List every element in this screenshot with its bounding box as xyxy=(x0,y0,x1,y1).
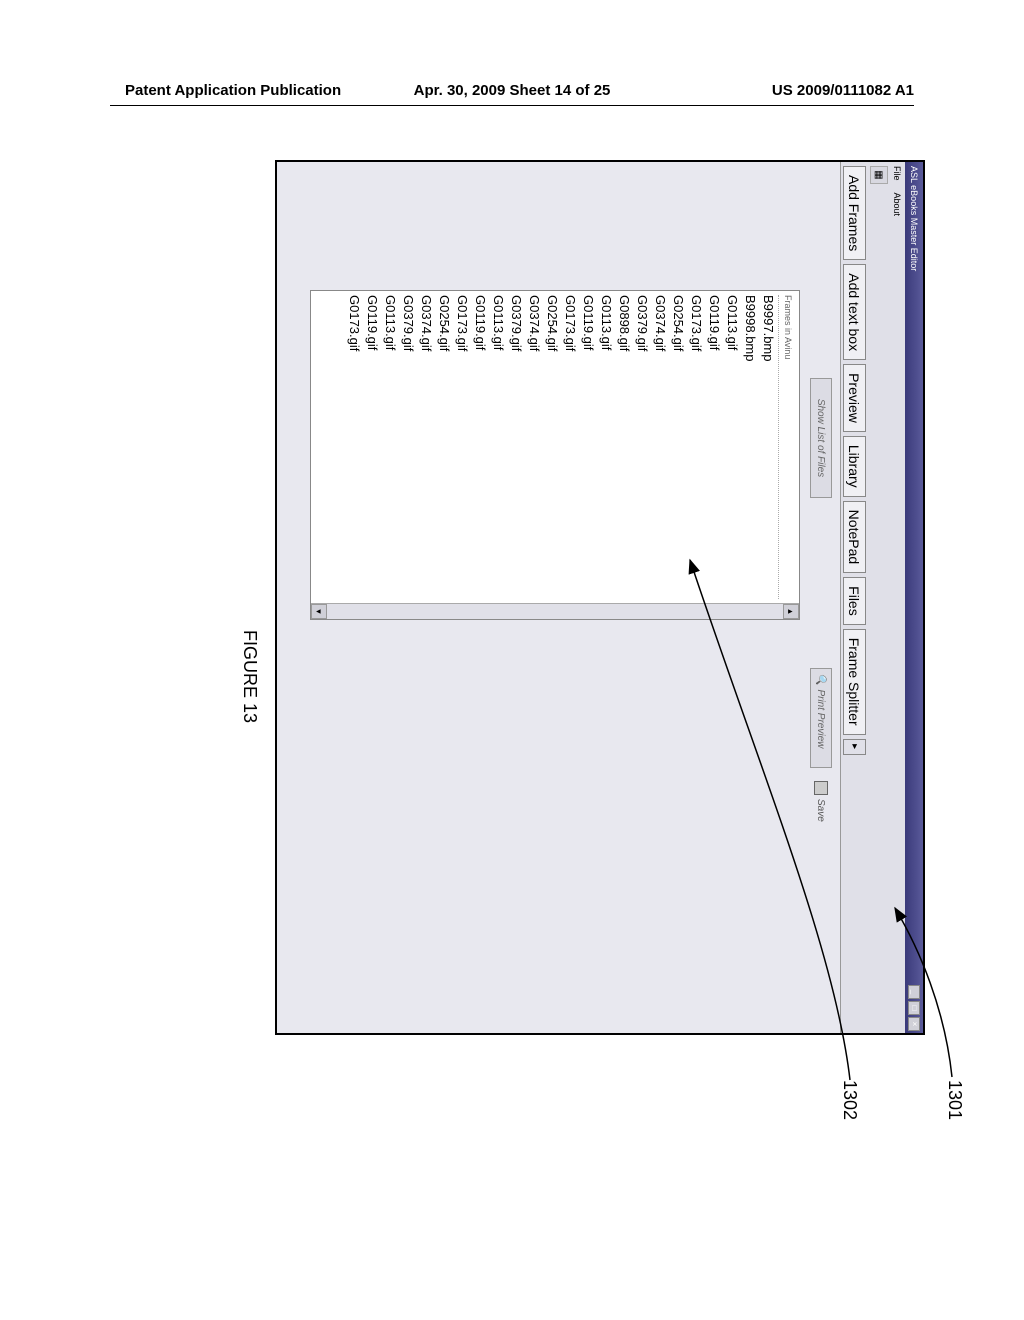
scrollbar[interactable]: ▴ ▾ xyxy=(311,603,799,619)
figure-caption: FIGURE 13 xyxy=(239,630,260,723)
menu-file[interactable]: File xyxy=(893,166,903,181)
list-item[interactable]: G0374.gif xyxy=(651,295,669,599)
callout-1302: 1302 xyxy=(839,1080,860,1120)
list-item[interactable]: G0119.gif xyxy=(579,295,597,599)
list-item[interactable]: G0173.gif xyxy=(453,295,471,599)
list-item[interactable]: G0379.gif xyxy=(633,295,651,599)
header-right: US 2009/0111082 A1 xyxy=(772,82,914,99)
window-title: ASL eBooks Master Editor xyxy=(909,166,919,271)
tab-notepad[interactable]: NotePad xyxy=(843,501,866,573)
list-item[interactable]: G0254.gif xyxy=(435,295,453,599)
scroll-down-button[interactable]: ▾ xyxy=(311,604,327,619)
scroll-up-button[interactable]: ▴ xyxy=(783,604,799,619)
list-item[interactable]: B9997.bmp xyxy=(759,295,777,599)
toolbar-icon[interactable]: ▦ xyxy=(870,166,888,184)
file-listbox: Frames in Avinu B9997.bmp B9998.bmp G011… xyxy=(310,290,800,620)
list-item[interactable]: G0254.gif xyxy=(669,295,687,599)
file-list[interactable]: Frames in Avinu B9997.bmp B9998.bmp G011… xyxy=(311,291,799,603)
tabs-row: Add Frames Add text box Preview Library … xyxy=(840,162,868,1033)
tab-add-frames[interactable]: Add Frames xyxy=(843,166,866,260)
list-item[interactable]: G0379.gif xyxy=(399,295,417,599)
list-item[interactable]: G0374.gif xyxy=(525,295,543,599)
list-item[interactable]: G0173.gif xyxy=(345,295,363,599)
header-left: Patent Application Publication xyxy=(125,82,341,99)
list-item[interactable]: G0173.gif xyxy=(561,295,579,599)
close-button[interactable]: × xyxy=(908,1017,920,1031)
print-icon: 🔍 xyxy=(816,673,827,685)
tab-scroll-right[interactable]: ▸ xyxy=(843,739,866,755)
print-preview-label: Print Preview xyxy=(816,689,827,748)
content-area: Show List of Files 🔍 Print Preview Save … xyxy=(277,162,840,1033)
minimize-button[interactable]: _ xyxy=(908,985,920,999)
list-item[interactable]: G0254.gif xyxy=(543,295,561,599)
page-header: Patent Application Publication Apr. 30, … xyxy=(0,82,1024,99)
list-item[interactable]: G0119.gif xyxy=(363,295,381,599)
list-item[interactable]: G0173.gif xyxy=(687,295,705,599)
tab-add-text-box[interactable]: Add text box xyxy=(843,264,866,360)
list-item[interactable]: G0113.gif xyxy=(597,295,615,599)
list-item[interactable]: B9998.bmp xyxy=(741,295,759,599)
list-item[interactable]: G0374.gif xyxy=(417,295,435,599)
window-controls: _ □ × xyxy=(908,985,920,1033)
toolbar: ▦ xyxy=(868,162,890,1033)
list-item[interactable]: G0119.gif xyxy=(705,295,723,599)
list-item[interactable]: G0113.gif xyxy=(381,295,399,599)
tab-library[interactable]: Library xyxy=(843,436,866,497)
tab-files[interactable]: Files xyxy=(843,577,866,625)
titlebar: ASL eBooks Master Editor _ □ × xyxy=(905,162,923,1033)
list-item[interactable]: G0113.gif xyxy=(489,295,507,599)
figure-13: ASL eBooks Master Editor _ □ × File Abou… xyxy=(70,250,960,950)
tab-frame-splitter[interactable]: Frame Splitter xyxy=(843,629,866,735)
list-item[interactable]: G0898.gif xyxy=(615,295,633,599)
save-label: Save xyxy=(816,799,827,822)
print-preview-button[interactable]: 🔍 Print Preview xyxy=(810,668,832,768)
show-list-button[interactable]: Show List of Files xyxy=(810,378,832,498)
file-list-header: Frames in Avinu xyxy=(778,295,797,599)
maximize-button[interactable]: □ xyxy=(908,1001,920,1015)
menubar: File About xyxy=(890,162,905,1033)
header-center: Apr. 30, 2009 Sheet 14 of 25 xyxy=(414,82,611,99)
tab-preview[interactable]: Preview xyxy=(843,364,866,432)
list-item[interactable]: G0119.gif xyxy=(471,295,489,599)
save-button[interactable]: Save xyxy=(810,781,832,839)
callout-1301: 1301 xyxy=(944,1080,965,1120)
menu-about[interactable]: About xyxy=(893,193,903,217)
app-window: ASL eBooks Master Editor _ □ × File Abou… xyxy=(275,160,925,1035)
save-icon xyxy=(814,781,828,795)
list-item[interactable]: G0113.gif xyxy=(723,295,741,599)
list-item[interactable]: G0379.gif xyxy=(507,295,525,599)
